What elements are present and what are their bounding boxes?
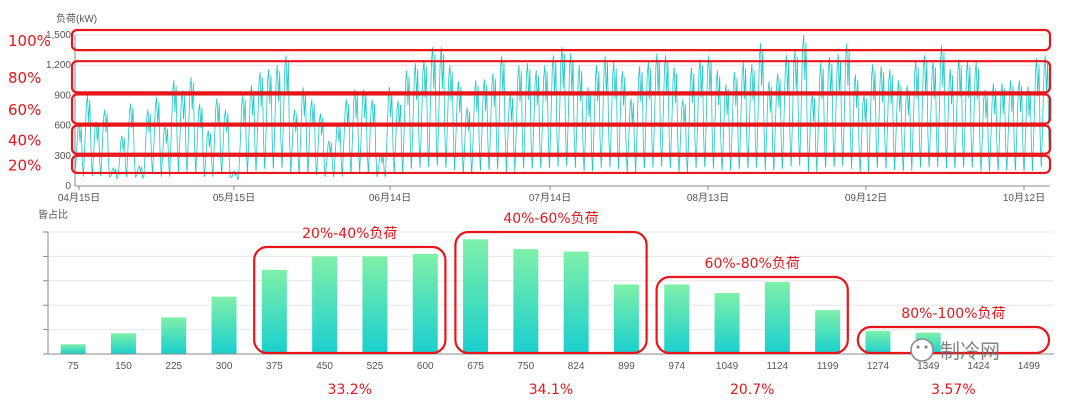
distribution-bar [613,284,639,354]
top-x-tick-label: 07月14日 [529,192,571,204]
load-band-highlights: 100% 80% 60% 40% 20% [8,28,1052,175]
load-band-label: 20% [8,156,41,174]
load-group-share: 33.2% [328,382,372,398]
load-band-label: 40% [8,132,41,150]
distribution-bar [60,344,86,354]
top-x-tick-label: 06月14日 [369,192,411,204]
top-y-tick-label: 0 [65,181,71,192]
bottom-x-tick-label: 974 [668,361,685,372]
load-band-label: 80% [8,69,41,87]
load-group-box [856,325,1051,355]
bottom-x-tick-label: 600 [417,361,434,372]
load-group-box [454,230,648,355]
load-band-label: 60% [8,101,41,119]
bottom-x-tick-label: 1124 [767,361,789,372]
top-x-tick-label: 04月15日 [58,192,100,204]
top-x-tick-label: 08月13日 [687,192,729,204]
bottom-x-tick-label: 225 [165,361,182,372]
distribution-bar [815,310,841,354]
bottom-x-tick-label: 75 [68,361,80,372]
load-group-label: 60%-80%负荷 [705,256,800,272]
distribution-bar [764,282,790,354]
distribution-bar [261,269,287,354]
bottom-x-tick-label: 1499 [1018,361,1041,372]
top-x-ticks: 04月15日 05月15日 06月14日 07月14日 08月13日 09月12日 10月1… [58,186,1045,204]
load-group-share: 20.7% [730,382,774,398]
load-group-share: 3.57% [931,382,975,398]
bottom-x-tick-label: 899 [618,361,635,372]
distribution-bars [60,239,941,354]
distribution-bar [513,249,539,354]
load-band-box [70,28,1052,52]
bottom-x-ticks: 75 150 225 300 375 450 525 600 675 750 824 899 974 10… [68,361,1041,372]
top-y-tick-label: 300 [54,151,71,162]
top-y-axis-label: 负荷(kW) [56,12,97,25]
load-band-box [70,154,1052,175]
distribution-bar [110,333,136,354]
load-band-box [70,93,1052,125]
top-y-ticks: 0 300 600 900 1,200 1,500 [46,30,71,192]
top-x-tick-label: 10月12日 [1003,192,1045,204]
bottom-x-tick-label: 1049 [716,361,739,372]
bottom-y-axis-label: 皆占比 [38,208,68,221]
load-group-label: 80%-100%负荷 [901,306,1005,322]
watermark-text: 制冷网 [940,339,1000,363]
load-time-series-chart: 负荷(kW) 0 300 600 900 1,200 1,500 04月15日 05月15日… [8,12,1052,204]
load-group-box [253,245,447,355]
top-x-tick-label: 09月12日 [845,192,887,204]
distribution-bar [211,296,237,354]
top-x-tick-label: 05月15日 [213,192,255,204]
top-y-tick-label: 1,200 [46,60,71,71]
load-band-box [70,60,1052,94]
distribution-bar [362,256,388,354]
bottom-x-tick-label: 1349 [917,361,940,372]
load-group-highlights: 20%-40%负荷 33.2% 40%-60%负荷 34.1% 60%-80%负荷 20.… [253,211,1051,398]
watermark-logo-icon [910,338,934,362]
bottom-x-tick-label: 150 [115,361,132,372]
distribution-bar [312,256,338,354]
top-y-tick-label: 900 [54,90,71,101]
load-group-label: 40%-60%负荷 [503,211,598,227]
watermark: 制冷网 [910,338,1000,363]
bottom-gridlines [43,231,1054,355]
bottom-x-tick-label: 750 [518,361,535,372]
top-y-tick-label: 1,500 [46,30,71,41]
bottom-x-tick-label: 824 [568,361,585,372]
load-group-share: 34.1% [529,382,573,398]
distribution-bar [714,293,740,354]
top-y-tick-label: 600 [54,121,71,132]
bottom-x-tick-label: 300 [216,361,233,372]
load-group-box [655,275,849,355]
bottom-x-tick-label: 375 [266,361,283,372]
distribution-bar [865,330,891,354]
load-group-label: 20%-40%负荷 [302,226,397,242]
load-distribution-bar-chart: 皆占比 75 150 225 300 375 450 525 600 675 750 824 899 9… [38,208,1054,398]
bottom-x-tick-label: 525 [367,361,384,372]
distribution-bar [563,251,589,354]
distribution-bar [463,239,489,354]
bottom-x-tick-label: 1274 [867,361,890,372]
load-band-box [70,124,1052,155]
distribution-bar [161,317,187,354]
bottom-x-tick-label: 1424 [967,361,990,372]
load-series-line [74,34,1051,181]
load-band-label: 100% [8,32,51,50]
distribution-bar [412,253,438,354]
bottom-x-tick-label: 1199 [817,361,839,372]
distribution-bar [664,284,690,354]
bottom-x-tick-label: 675 [467,361,484,372]
bottom-x-tick-label: 450 [316,361,333,372]
